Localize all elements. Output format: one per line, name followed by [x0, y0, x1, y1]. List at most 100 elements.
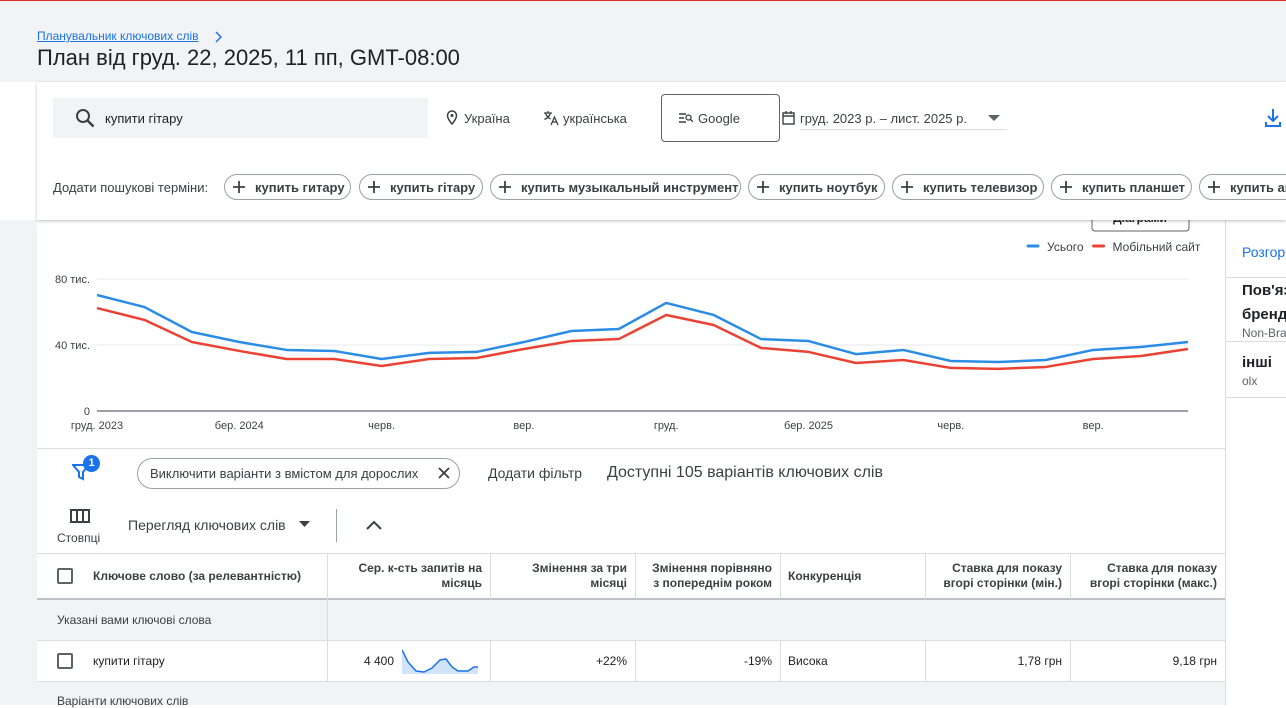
- plus-icon: [368, 181, 380, 193]
- column-header[interactable]: Ставка для показу вгорі сторінки (макс.): [1089, 561, 1217, 590]
- breadcrumb[interactable]: Планувальник ключових слів: [37, 29, 199, 43]
- group-label: Варіанти ключових слів: [57, 694, 189, 708]
- chip-label: купить ак: [1230, 179, 1286, 195]
- view-mode[interactable]: Перегляд ключових слів: [128, 517, 286, 533]
- filter-badge: 1: [83, 455, 100, 472]
- chip-label: купить ноутбук: [779, 179, 878, 195]
- filter-chip-label: Виключити варіанти з вмістом для доросли…: [150, 466, 419, 481]
- top-background: [0, 0, 1286, 82]
- column-header[interactable]: Змінення за три місяці: [532, 561, 627, 590]
- collapse-icon[interactable]: [366, 520, 382, 530]
- location-icon: [446, 110, 458, 126]
- columns-icon[interactable]: [70, 509, 90, 523]
- checkbox[interactable]: [57, 568, 73, 584]
- column-header[interactable]: Конкуренція: [788, 568, 862, 583]
- sidebar-item-title[interactable]: інші: [1242, 354, 1272, 371]
- series-line: [96, 293, 1189, 364]
- x-tick-label: вер.: [513, 420, 534, 432]
- y-tick-label: 40 тис.: [55, 340, 90, 352]
- x-tick-label: груд.: [654, 420, 679, 432]
- filter-chip[interactable]: [137, 458, 460, 489]
- suggestions-label: Додати пошукові терміни:: [53, 180, 209, 195]
- sidebar-item-title[interactable]: Пов'яз: [1242, 282, 1286, 299]
- download-icon[interactable]: [1264, 108, 1282, 128]
- calendar-icon: [782, 111, 795, 125]
- divider: [37, 448, 1225, 449]
- sparkline: [402, 649, 478, 674]
- add-filter[interactable]: Додати фільтр: [488, 465, 583, 481]
- column-header[interactable]: Ставка для показу вгорі сторінки (мін.): [943, 561, 1062, 590]
- close-icon[interactable]: [438, 467, 450, 479]
- bid-low: 1,78 грн: [1017, 654, 1062, 668]
- network-box[interactable]: [661, 94, 780, 142]
- suggestion-chip[interactable]: купить гитару: [224, 174, 351, 200]
- competition: Висока: [788, 654, 828, 668]
- columns-label: Стовпці: [57, 531, 101, 545]
- legend-label: Усього: [1047, 240, 1084, 254]
- legend-label: Мобільний сайт: [1113, 240, 1201, 254]
- plus-icon: [1060, 181, 1072, 193]
- plus-icon: [901, 181, 913, 193]
- divider: [37, 553, 1225, 554]
- y-tick-label: 0: [84, 406, 90, 418]
- group-label: Указані вами ключові слова: [57, 613, 212, 627]
- x-tick-label: бер. 2025: [784, 420, 833, 432]
- column-divider: [490, 641, 491, 681]
- column-divider: [1070, 553, 1071, 599]
- date-underline: [800, 129, 1007, 130]
- chip-label: купить телевизор: [923, 179, 1038, 195]
- divider: [1226, 341, 1286, 342]
- chip-label: купить гитару: [255, 179, 345, 195]
- suggestion-chip[interactable]: купить планшет: [1051, 174, 1192, 200]
- left-gutter: [0, 220, 37, 705]
- divider: [1226, 397, 1286, 398]
- column-divider: [635, 641, 636, 681]
- suggestion-chip[interactable]: купить гітару: [359, 174, 483, 200]
- dropdown-arrow: [299, 521, 310, 527]
- plus-icon: [757, 181, 769, 193]
- bid-high: 9,18 грн: [1172, 654, 1217, 668]
- breadcrumb-chevron: [215, 31, 222, 43]
- sidebar-tab[interactable]: Розгор: [1242, 244, 1286, 260]
- x-tick-label: груд. 2023: [71, 420, 123, 432]
- divider: [37, 681, 1225, 682]
- column-divider: [925, 553, 926, 599]
- x-tick-label: черв.: [368, 420, 395, 432]
- chip-label: купить гітару: [390, 179, 476, 195]
- suggestion-chip[interactable]: купить музыкальный инструмент: [490, 174, 741, 200]
- sidebar-border: [1225, 220, 1226, 705]
- network: Google: [698, 111, 740, 126]
- column-divider: [780, 553, 781, 599]
- search-box[interactable]: [53, 98, 428, 138]
- sidebar-item-sub: olx: [1242, 374, 1258, 388]
- dropdown-arrow: [988, 115, 1000, 121]
- yoy-change: -19%: [743, 654, 772, 668]
- column-divider: [1070, 641, 1071, 681]
- column-header[interactable]: Змінення порівняно з попереднім роком: [652, 561, 772, 590]
- checkbox[interactable]: [57, 653, 73, 669]
- divider: [37, 598, 1225, 600]
- column-divider: [780, 641, 781, 681]
- searches: 4 400: [363, 654, 394, 668]
- chip-label: купить планшет: [1082, 179, 1186, 195]
- column-divider: [327, 553, 328, 681]
- language[interactable]: українська: [563, 111, 627, 126]
- suggestion-chip[interactable]: купить ноутбук: [748, 174, 885, 200]
- group-row: [37, 600, 1225, 640]
- location[interactable]: Україна: [464, 111, 510, 126]
- suggestion-chip[interactable]: купить ак: [1199, 174, 1286, 200]
- search-text: купити гітару: [105, 111, 183, 126]
- column-header[interactable]: Ключове слово (за релевантністю): [93, 568, 301, 583]
- sidebar-item-title: бренд: [1242, 306, 1286, 323]
- y-tick-label: 80 тис.: [55, 274, 90, 286]
- x-tick-label: черв.: [937, 420, 964, 432]
- date-range[interactable]: груд. 2023 р. – лист. 2025 р.: [800, 111, 967, 126]
- search-icon: [76, 109, 95, 128]
- three-month-change: +22%: [595, 654, 627, 668]
- suggestion-chip[interactable]: купить телевизор: [892, 174, 1044, 200]
- group-row: [37, 682, 1225, 705]
- column-header[interactable]: Сер. к-сть запитів на місяць: [358, 561, 482, 590]
